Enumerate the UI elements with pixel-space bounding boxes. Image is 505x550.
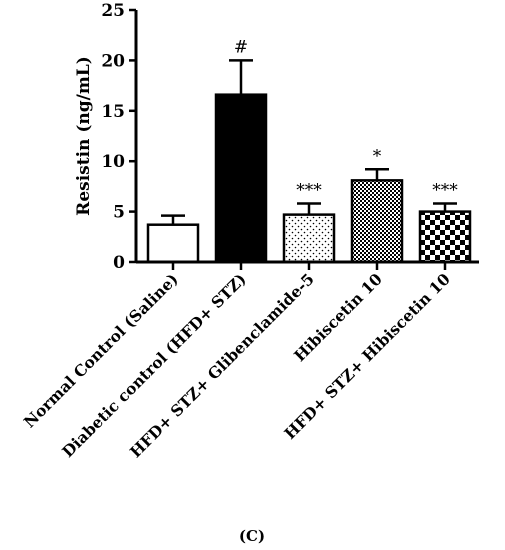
significance-label: ***: [296, 181, 322, 201]
significance-label: *: [373, 146, 382, 166]
significance-label: #: [234, 37, 248, 57]
y-tick-label: 15: [101, 102, 125, 122]
bar: [146, 223, 200, 264]
bar: [418, 210, 472, 264]
y-tick-label: 0: [113, 253, 125, 273]
bar: [350, 179, 404, 264]
y-tick-label: 25: [101, 1, 125, 21]
bar: [282, 213, 336, 264]
y-tick-label: 20: [101, 51, 125, 71]
y-tick-label: 5: [113, 203, 125, 223]
significance-label: ***: [432, 181, 458, 201]
y-axis: 0 5 10 15 20 25: [101, 1, 138, 273]
x-axis: Normal Control (Saline)Diabetic control …: [20, 260, 479, 461]
bars: #*******: [146, 37, 472, 264]
bar: [214, 93, 268, 264]
panel-label: (C): [239, 527, 265, 545]
y-axis-label: Resistin (ng/mL): [74, 56, 94, 216]
y-tick-label: 10: [101, 152, 125, 172]
